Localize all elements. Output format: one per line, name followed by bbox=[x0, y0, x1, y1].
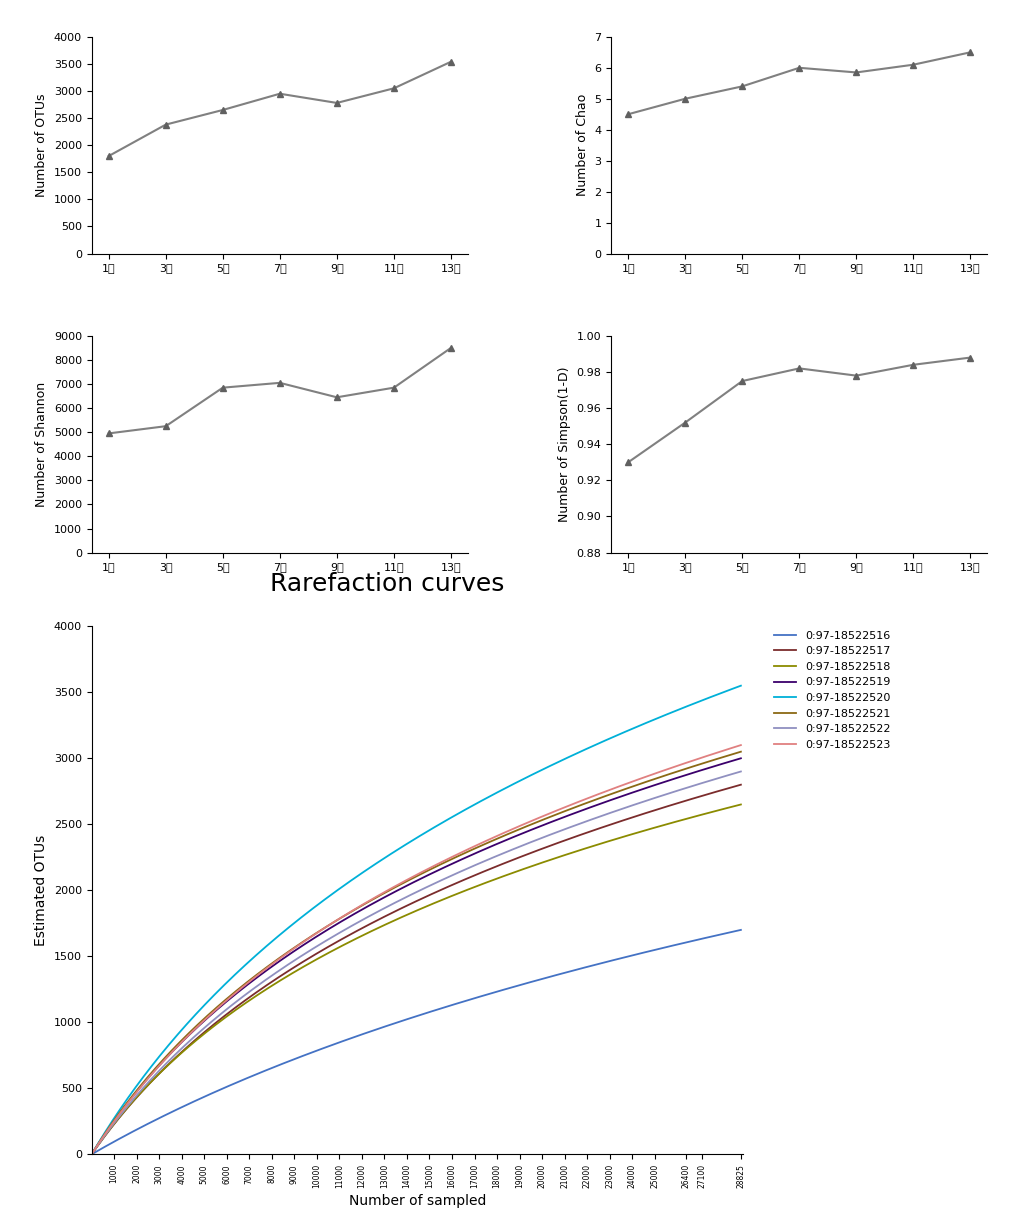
0:97-18522521 bbox=[735, 744, 747, 759]
0:97-18522516 bbox=[735, 922, 747, 937]
0:97-18522521 bbox=[437, 856, 449, 871]
0:97-18522517 bbox=[394, 901, 406, 916]
0:97-18522516 bbox=[618, 950, 630, 965]
0:97-18522516 bbox=[86, 1147, 98, 1162]
0:97-18522522 bbox=[437, 872, 449, 887]
0:97-18522518 bbox=[735, 797, 747, 812]
0:97-18522523 bbox=[472, 837, 485, 852]
0:97-18522522 bbox=[394, 893, 406, 907]
0:97-18522519 bbox=[394, 882, 406, 896]
0:97-18522523 bbox=[719, 743, 731, 758]
Line: 0:97-18522523: 0:97-18522523 bbox=[92, 745, 741, 1154]
0:97-18522520 bbox=[86, 1147, 98, 1162]
0:97-18522522 bbox=[86, 1147, 98, 1162]
Legend: 0:97-18522516, 0:97-18522517, 0:97-18522518, 0:97-18522519, 0:97-18522520, 0:97-: 0:97-18522516, 0:97-18522517, 0:97-18522… bbox=[770, 626, 895, 754]
0:97-18522518 bbox=[398, 909, 410, 923]
0:97-18522517 bbox=[719, 782, 731, 797]
0:97-18522519 bbox=[398, 879, 410, 894]
Line: 0:97-18522516: 0:97-18522516 bbox=[92, 930, 741, 1154]
0:97-18522520 bbox=[618, 725, 630, 739]
0:97-18522518 bbox=[472, 878, 485, 893]
0:97-18522520 bbox=[735, 678, 747, 693]
Y-axis label: Number of Chao: Number of Chao bbox=[575, 95, 588, 196]
0:97-18522523 bbox=[437, 853, 449, 868]
Y-axis label: Number of Shannon: Number of Shannon bbox=[36, 382, 48, 507]
0:97-18522523 bbox=[394, 877, 406, 892]
0:97-18522523 bbox=[86, 1147, 98, 1162]
0:97-18522523 bbox=[398, 874, 410, 889]
Line: 0:97-18522518: 0:97-18522518 bbox=[92, 804, 741, 1154]
0:97-18522517 bbox=[735, 777, 747, 792]
0:97-18522521 bbox=[719, 749, 731, 764]
Line: 0:97-18522522: 0:97-18522522 bbox=[92, 771, 741, 1154]
0:97-18522516 bbox=[398, 1013, 410, 1028]
X-axis label: Number of sampled: Number of sampled bbox=[349, 1194, 486, 1208]
Y-axis label: Estimated OTUs: Estimated OTUs bbox=[35, 835, 48, 946]
0:97-18522517 bbox=[398, 900, 410, 915]
0:97-18522522 bbox=[398, 890, 410, 905]
0:97-18522518 bbox=[719, 801, 731, 815]
0:97-18522519 bbox=[735, 750, 747, 766]
0:97-18522519 bbox=[472, 845, 485, 860]
0:97-18522517 bbox=[86, 1147, 98, 1162]
Line: 0:97-18522519: 0:97-18522519 bbox=[92, 758, 741, 1154]
0:97-18522519 bbox=[719, 755, 731, 770]
0:97-18522520 bbox=[719, 684, 731, 699]
Y-axis label: Number of OTUs: Number of OTUs bbox=[36, 93, 48, 196]
0:97-18522519 bbox=[437, 861, 449, 876]
Line: 0:97-18522517: 0:97-18522517 bbox=[92, 785, 741, 1154]
0:97-18522518 bbox=[394, 910, 406, 925]
0:97-18522516 bbox=[437, 1001, 449, 1016]
0:97-18522516 bbox=[394, 1014, 406, 1029]
Line: 0:97-18522521: 0:97-18522521 bbox=[92, 752, 741, 1154]
0:97-18522521 bbox=[472, 840, 485, 855]
0:97-18522522 bbox=[472, 856, 485, 871]
0:97-18522516 bbox=[719, 926, 731, 941]
0:97-18522523 bbox=[618, 777, 630, 792]
0:97-18522521 bbox=[398, 876, 410, 890]
0:97-18522518 bbox=[618, 829, 630, 844]
0:97-18522522 bbox=[719, 769, 731, 783]
Line: 0:97-18522520: 0:97-18522520 bbox=[92, 685, 741, 1154]
0:97-18522522 bbox=[618, 801, 630, 815]
0:97-18522517 bbox=[472, 867, 485, 882]
0:97-18522517 bbox=[437, 882, 449, 896]
0:97-18522518 bbox=[437, 893, 449, 907]
0:97-18522521 bbox=[86, 1147, 98, 1162]
Y-axis label: Number of Simpson(1-D): Number of Simpson(1-D) bbox=[558, 366, 571, 522]
0:97-18522520 bbox=[472, 796, 485, 810]
0:97-18522521 bbox=[394, 877, 406, 892]
0:97-18522516 bbox=[472, 990, 485, 1005]
0:97-18522520 bbox=[394, 841, 406, 856]
0:97-18522520 bbox=[398, 839, 410, 853]
0:97-18522519 bbox=[618, 788, 630, 803]
0:97-18522523 bbox=[735, 738, 747, 753]
0:97-18522522 bbox=[735, 764, 747, 779]
0:97-18522521 bbox=[618, 782, 630, 797]
0:97-18522518 bbox=[86, 1147, 98, 1162]
0:97-18522519 bbox=[86, 1147, 98, 1162]
0:97-18522520 bbox=[437, 815, 449, 830]
0:97-18522517 bbox=[618, 813, 630, 828]
Text: Rarefaction curves: Rarefaction curves bbox=[270, 571, 504, 596]
